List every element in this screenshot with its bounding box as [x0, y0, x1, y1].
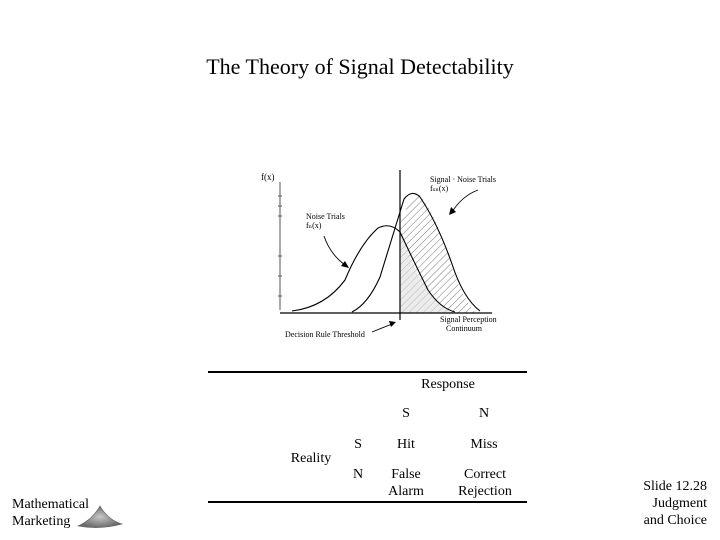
y-axis-ticks — [278, 195, 282, 297]
footer-left-line2: Marketing — [12, 514, 71, 529]
table-top-rule — [208, 371, 527, 373]
noise-arrowhead — [341, 261, 349, 268]
slide-number: Slide 12.28 — [643, 479, 707, 494]
cell-correct-rejection-line2: Rejection — [458, 484, 512, 499]
cell-correct-rejection-line1: Correct — [464, 467, 506, 482]
continuum-label-line1: Signal Perception — [440, 315, 497, 324]
cell-false-alarm-line2: Alarm — [388, 484, 424, 499]
signal-noise-label-line2: fₛₙ(x) — [430, 184, 448, 193]
continuum-label-line2: Continuum — [446, 324, 483, 333]
cell-correct-rejection: Correct Rejection — [446, 466, 524, 500]
signal-noise-arrow — [451, 189, 479, 213]
footer-right-line3: and Choice — [643, 513, 707, 528]
noise-label-line2: fₙ(x) — [306, 221, 322, 230]
y-axis-label: f(x) — [261, 172, 275, 182]
signal-noise-arrowhead — [449, 207, 456, 215]
footer-slide-info: Slide 12.28 Judgment and Choice — [643, 478, 707, 529]
table-bottom-rule — [208, 501, 527, 503]
cell-miss: Miss — [470, 437, 498, 452]
column-header-n: N — [478, 406, 490, 421]
cell-false-alarm: False Alarm — [376, 466, 436, 500]
column-header-s: S — [402, 406, 410, 421]
row-header-s: S — [354, 437, 362, 452]
footer-left-line1: Mathematical — [12, 497, 89, 512]
footer-course-name: Mathematical Marketing — [12, 496, 89, 530]
reality-label: Reality — [290, 451, 332, 466]
noise-curve — [291, 225, 456, 313]
noise-label-line1: Noise Trials — [306, 212, 345, 221]
signal-noise-label: Signal · Noise Trials fₛₙ(x) — [430, 175, 498, 193]
footer-right-line2: Judgment — [652, 496, 707, 511]
threshold-arrowhead — [389, 321, 396, 327]
threshold-arrow — [371, 323, 393, 333]
response-header: Response — [421, 377, 475, 392]
cell-false-alarm-line1: False — [391, 467, 421, 482]
logo-mark-icon — [76, 505, 124, 528]
noise-label: Noise Trials fₙ(x) — [306, 212, 347, 230]
cell-hit: Hit — [397, 437, 415, 452]
slide-title: The Theory of Signal Detectability — [206, 54, 514, 79]
threshold-label: Decision Rule Threshold — [285, 330, 365, 339]
signal-noise-curve — [351, 192, 481, 313]
signal-noise-label-line1: Signal · Noise Trials — [430, 175, 496, 184]
row-header-n: N — [352, 467, 364, 482]
noise-arrow — [323, 235, 346, 266]
continuum-label: Signal Perception Continuum — [440, 315, 499, 333]
false-alarm-region — [400, 230, 452, 313]
